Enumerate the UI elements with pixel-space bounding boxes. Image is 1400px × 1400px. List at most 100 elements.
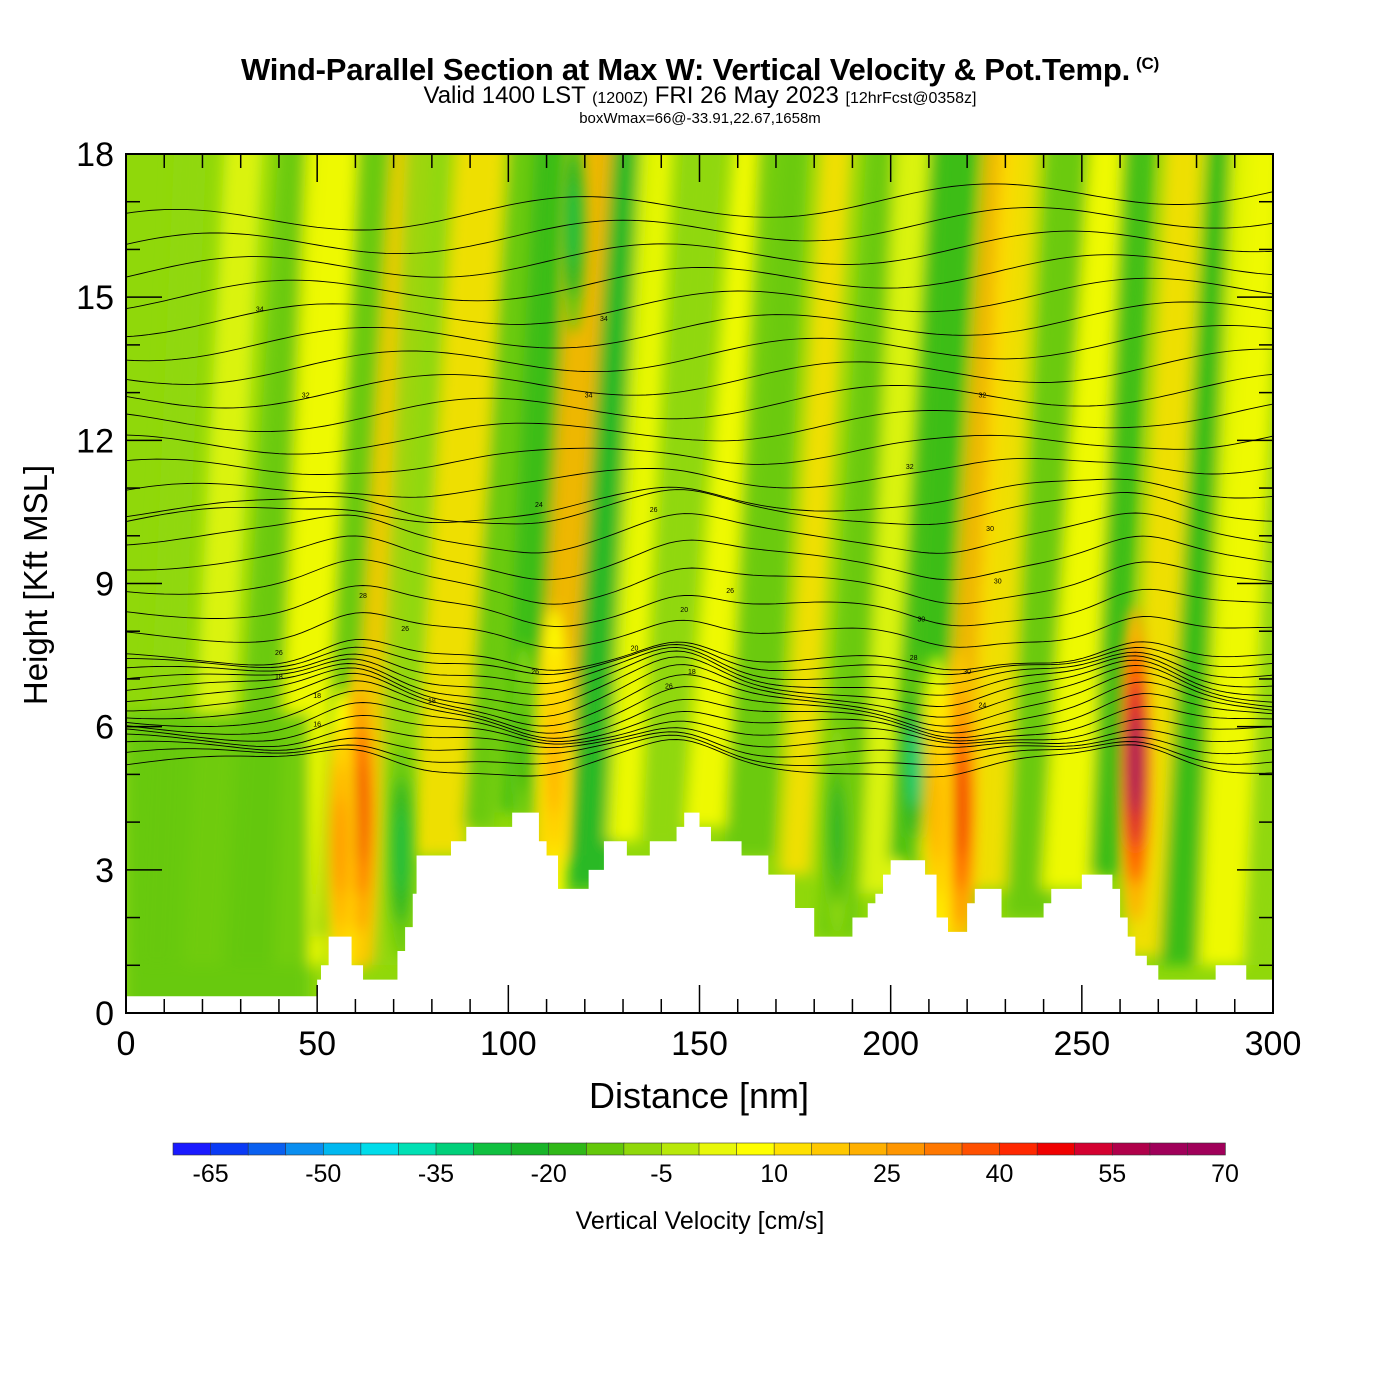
colorbar-swatch: [247, 1142, 287, 1156]
isentrope-line: [126, 207, 1273, 255]
colorbar-tick-label: 55: [1098, 1160, 1126, 1188]
colorbar-label: Vertical Velocity [cm/s]: [575, 1207, 825, 1235]
colorbar-swatch: [623, 1142, 663, 1156]
theta-label: 28: [910, 655, 918, 662]
isentrope-line: [126, 727, 1273, 749]
updraft-core: [929, 762, 944, 863]
vertical-velocity-field: [126, 154, 1273, 1013]
theta-label: 32: [302, 392, 310, 399]
colorbar-swatch: [1187, 1142, 1226, 1156]
isentrope-line: [126, 650, 1273, 696]
theta-label: 34: [600, 316, 608, 323]
utc-time: (1200Z): [592, 90, 649, 107]
forecast-info: [12hrFcst@0358z]: [845, 90, 977, 107]
velocity-stripe: [500, 154, 573, 813]
y-tick-label: 12: [76, 422, 114, 460]
y-tick-label: 6: [95, 709, 114, 747]
velocity-stripe: [461, 154, 542, 827]
x-tick-label: 300: [1245, 1025, 1302, 1063]
isentrope-line: [126, 373, 1273, 433]
isentrope-line: [126, 489, 1273, 526]
isentrope-line: [126, 183, 1273, 231]
colorbar-swatch: [1074, 1142, 1113, 1156]
colorbar-tick-label: -35: [418, 1160, 454, 1188]
velocity-stripe: [606, 154, 673, 842]
isentrope-line: [126, 585, 1273, 627]
colorbar-swatch: [210, 1142, 249, 1156]
colorbar-tick-label: 40: [986, 1160, 1014, 1188]
theta-label: 34: [585, 392, 593, 399]
theta-label: 26: [275, 650, 283, 657]
y-axis-ticks: 0 3 6 9 12 15 18: [76, 136, 1273, 1033]
y-axis-label: Height [Kft MSL]: [17, 465, 54, 705]
isentrope-line: [126, 672, 1273, 727]
valid-time: Valid 1400 LST: [423, 82, 586, 109]
isentrope-line: [126, 739, 1273, 778]
isentrope-line: [126, 535, 1273, 581]
x-tick-label: 250: [1053, 1025, 1110, 1063]
colorbar-swatch: [510, 1142, 550, 1156]
updraft-core: [547, 714, 561, 815]
downdraft-core: [830, 788, 844, 875]
isentrope-line: [126, 664, 1273, 718]
downdraft-core: [395, 807, 408, 894]
velocity-stripe: [642, 154, 722, 842]
isentrope-line: [126, 731, 1273, 758]
isentrope-line: [126, 325, 1273, 385]
theta-label: 18: [313, 693, 321, 700]
colorbar-tick-labels: -65 -50 -35 -20 -5 10 25 40 55 70: [193, 1160, 1239, 1188]
colorbar: [172, 1142, 1226, 1156]
terrain-mask: [126, 812, 1273, 1014]
isentrope-line: [126, 230, 1273, 278]
isentrope-line: [126, 702, 1273, 742]
theta-label: 26: [531, 669, 539, 676]
x-axis-label: Distance [nm]: [589, 1075, 809, 1116]
colorbar-swatch: [886, 1142, 926, 1156]
theta-label: 24: [535, 502, 543, 509]
colorbar-swatch: [360, 1142, 400, 1156]
colorbar-swatch: [736, 1142, 775, 1156]
updraft-core: [1128, 714, 1142, 815]
colorbar-tick-label: 10: [760, 1160, 788, 1188]
updraft-core: [333, 795, 347, 896]
colorbar-swatch: [961, 1142, 1001, 1156]
colorbar-swatch: [548, 1142, 587, 1156]
theta-label: 26: [650, 507, 658, 514]
isentrope-line: [126, 612, 1273, 649]
colorbar-swatch: [1111, 1142, 1151, 1156]
colorbar-swatch: [924, 1142, 963, 1156]
y-tick-label: 0: [95, 995, 114, 1033]
isentrope-line: [126, 690, 1273, 739]
theta-label: 20: [680, 607, 688, 614]
downdraft-core: [517, 707, 530, 794]
colorbar-swatch: [661, 1142, 700, 1156]
velocity-stripe: [1241, 342, 1273, 966]
colorbar-tick-label: -20: [531, 1160, 567, 1188]
isentrope-line: [126, 512, 1273, 554]
theta-label: 26: [665, 683, 673, 690]
theta-label: 24: [979, 703, 987, 710]
colorbar-swatch: [999, 1142, 1038, 1156]
low-level-downdraft-band: [126, 712, 310, 1013]
colorbar-swatch: [322, 1142, 362, 1156]
isentrope-line: [126, 680, 1273, 734]
colorbar-swatch: [698, 1142, 738, 1156]
isentrope-line: [126, 277, 1273, 338]
isentrope-line: [126, 478, 1273, 524]
colorbar-swatch: [285, 1142, 324, 1156]
colorbar-swatch: [1036, 1142, 1076, 1156]
theta-label: 16: [313, 722, 321, 729]
chart-title-text: Wind-Parallel Section at Max W: Vertical…: [240, 52, 1131, 87]
x-tick-label: 200: [862, 1025, 919, 1063]
theta-label: 20: [631, 645, 639, 652]
theta-label: 18: [688, 669, 696, 676]
isentrope-line: [126, 646, 1273, 685]
velocity-stripe: [414, 154, 506, 856]
colorbar-swatch: [811, 1142, 850, 1156]
y-tick-label: 3: [95, 852, 114, 890]
x-tick-label: 50: [298, 1025, 336, 1063]
y-tick-label: 15: [76, 279, 114, 317]
colorbar-tick-label: 70: [1211, 1160, 1239, 1188]
theta-label: 32: [979, 392, 987, 399]
